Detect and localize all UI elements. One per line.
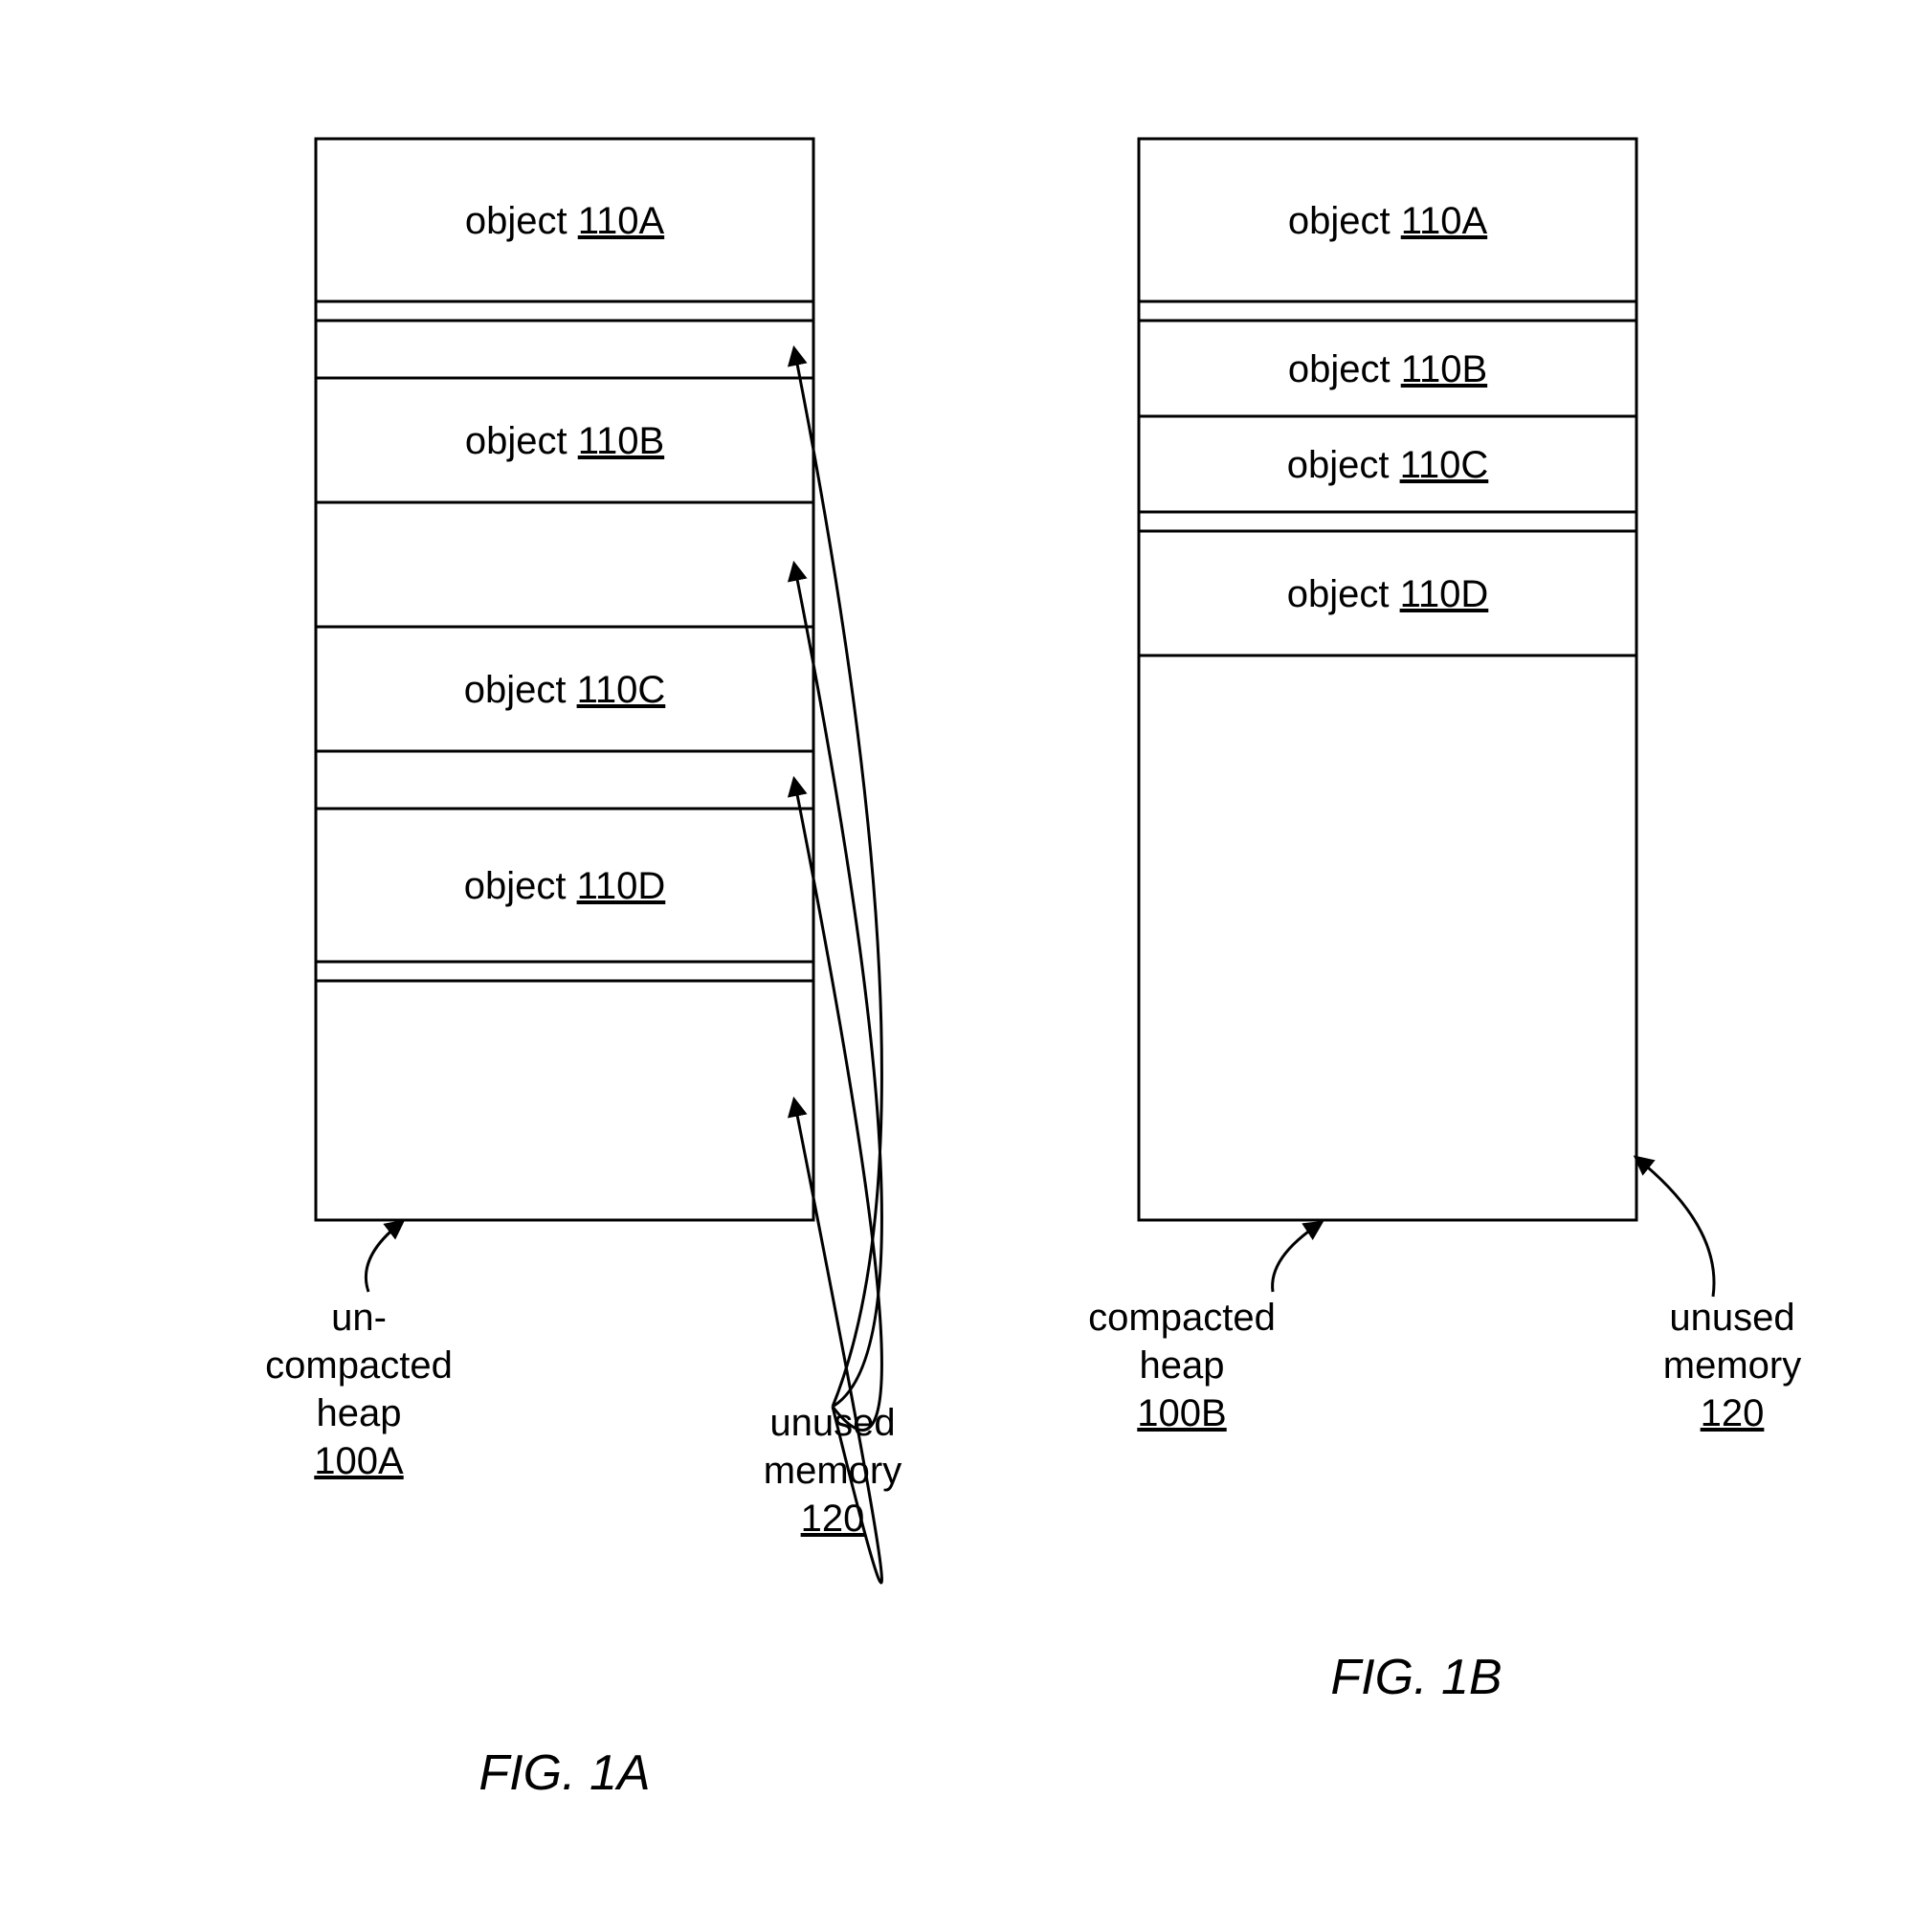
heap-b-row-label: object 110A [1288,200,1488,242]
heap-b-caption-arrow [1273,1223,1321,1292]
heap-b-caption: heap [1140,1344,1225,1387]
heap-a-unused-label: memory [764,1450,901,1492]
heap-b-unused-label: memory [1663,1344,1801,1387]
heap-a-row-label: object 110A [465,200,665,242]
heap-b-unused-ref: 120 [1701,1392,1765,1434]
heap-b-unused-label: unused [1669,1297,1794,1339]
heap-b-caption-ref: 100B [1137,1392,1226,1434]
heap-a-row-label: object 110D [464,865,666,907]
heap-a-figure-label: FIG. 1A [478,1745,650,1801]
heap-a-caption: un- [331,1297,387,1339]
heap-b-unused-arrow [1636,1158,1714,1297]
heap-a-caption: compacted [265,1344,453,1387]
heap-a-caption: heap [317,1392,402,1434]
heap-a-caption-ref: 100A [314,1440,404,1482]
heap-a-row-label: object 110C [464,669,666,711]
heap-a-caption-arrow [366,1222,402,1292]
heap-a-unused-ref: 120 [801,1498,865,1540]
heap-b-row-label: object 110C [1287,444,1489,486]
heap-b-row-label: object 110D [1287,573,1489,615]
heap-a-row-label: object 110B [465,420,664,462]
heap-b-caption: compacted [1088,1297,1276,1339]
heap-b-figure-label: FIG. 1B [1330,1650,1502,1705]
heap-b-row-label: object 110B [1288,348,1487,390]
